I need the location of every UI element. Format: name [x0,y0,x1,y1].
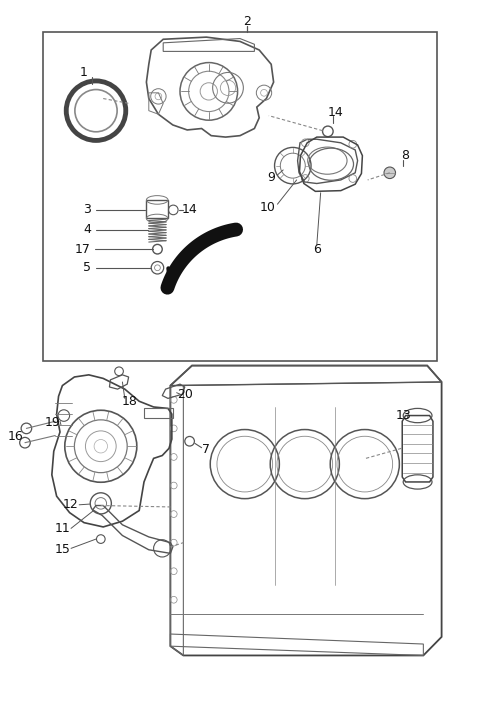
Text: 19: 19 [45,416,60,429]
Text: 5: 5 [84,261,91,274]
Text: 4: 4 [84,223,91,236]
Text: 7: 7 [203,443,210,456]
Circle shape [384,167,396,178]
Text: 9: 9 [267,171,275,183]
Text: 14: 14 [328,106,344,119]
Text: 14: 14 [182,203,197,216]
Text: 2: 2 [243,15,251,28]
Text: 20: 20 [177,388,193,401]
Text: 12: 12 [63,498,79,511]
Text: 10: 10 [260,201,276,213]
Text: 16: 16 [8,431,23,443]
Text: 6: 6 [313,243,321,256]
Text: 1: 1 [80,66,88,79]
Text: 11: 11 [55,522,70,535]
Text: 3: 3 [84,203,91,216]
Text: 13: 13 [396,409,411,422]
Text: 17: 17 [74,243,91,256]
Text: 15: 15 [54,543,71,556]
Text: 18: 18 [121,395,138,408]
Text: 8: 8 [402,149,409,162]
